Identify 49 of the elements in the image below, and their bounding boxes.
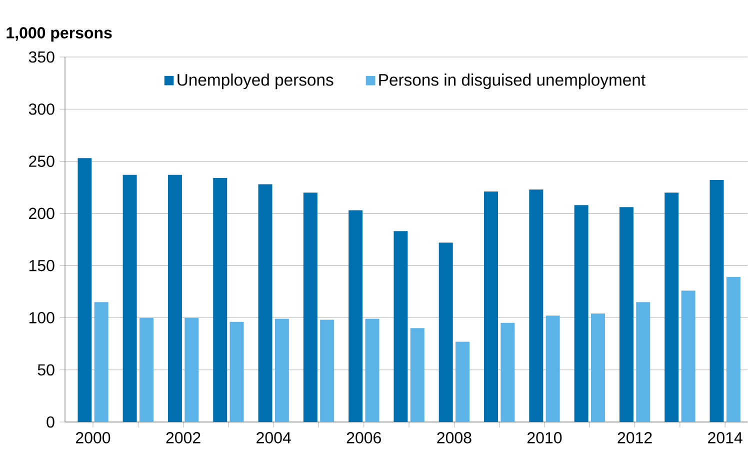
bar: [664, 192, 679, 422]
bar: [258, 184, 272, 422]
bar: [230, 322, 244, 422]
x-tick-label: 2010: [527, 432, 562, 444]
bar: [456, 342, 470, 422]
bar: [484, 192, 498, 422]
bar: [546, 316, 560, 422]
y-tick-label: 350: [28, 51, 54, 63]
bar: [636, 302, 650, 422]
y-tick-label: 50: [38, 364, 54, 376]
y-tick-label: 0: [46, 416, 54, 428]
legend-label: Unemployed persons: [178, 74, 334, 90]
bar: [438, 242, 453, 422]
y-tick-label: 300: [28, 103, 54, 115]
bar: [168, 174, 182, 422]
y-tick-label: 100: [29, 312, 54, 324]
bar: [394, 231, 408, 422]
bar: [529, 189, 544, 422]
x-tick-label: 2014: [708, 432, 742, 444]
x-tick-label: 2002: [166, 432, 200, 444]
bar: [213, 178, 228, 422]
bar: [574, 205, 588, 422]
bar: [410, 328, 424, 422]
x-tick-label: 2012: [618, 432, 652, 444]
y-tick-label: 250: [29, 156, 54, 167]
y-tick-label: 150: [29, 260, 54, 272]
bar: [500, 322, 515, 422]
x-tick-label: 2000: [76, 432, 110, 444]
x-tick-label: 2008: [437, 432, 472, 444]
bar: [184, 318, 199, 422]
bar: [681, 290, 696, 422]
bar: [139, 318, 154, 422]
bar: [726, 277, 740, 422]
y-tick-label: 200: [29, 208, 54, 220]
bar: [365, 318, 380, 422]
y-axis-title: 1,000 persons: [6, 27, 112, 42]
bar: [619, 207, 634, 422]
legend-label: Persons in disguised unemployment: [379, 74, 646, 90]
bar: [710, 180, 724, 422]
bar: [94, 302, 108, 422]
bar: [590, 314, 605, 422]
bar: [122, 174, 137, 422]
x-tick-label: 2004: [256, 432, 291, 444]
bar: [303, 192, 318, 422]
bar: [320, 320, 334, 422]
bar: [78, 158, 92, 422]
bar: [348, 210, 363, 422]
x-tick-label: 2006: [346, 432, 381, 444]
bar: [274, 318, 289, 422]
